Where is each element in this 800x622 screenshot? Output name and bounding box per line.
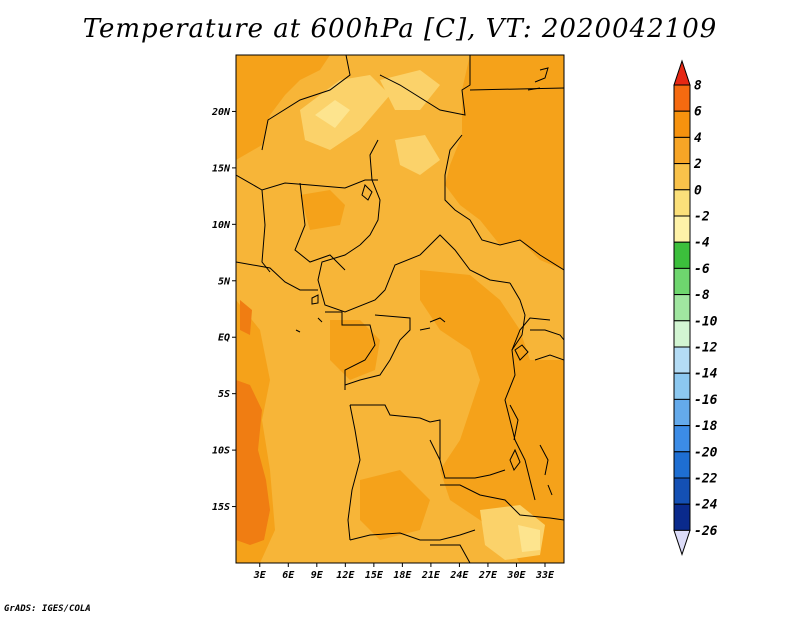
lat-tick-label: 5S: [218, 389, 230, 400]
field-hot-gulf: [240, 300, 252, 335]
colorbar-label: -20: [694, 445, 718, 460]
field-warm-gabon: [330, 320, 380, 380]
field-cool-sudan: [395, 135, 440, 175]
latitude-axis: 20N 15N 10N 5N EQ 5S 10S 15S: [211, 107, 236, 513]
field-coolest-south: [518, 525, 540, 552]
colorbar-label: -24: [694, 498, 718, 513]
field-warm-nw: [236, 55, 330, 160]
lon-tick-label: 9E: [311, 570, 324, 581]
colorbar-bottom-arrow: [673, 529, 691, 556]
lon-tick-label: 12E: [336, 570, 355, 581]
colorbar-swatch: [673, 398, 691, 427]
colorbar-swatch: [673, 372, 691, 400]
lat-tick-label: 20N: [211, 107, 231, 118]
colorbar-swatch: [673, 110, 691, 138]
colorbar-swatch: [673, 241, 691, 269]
colorbar-label: 6: [694, 105, 702, 120]
temperature-field: [236, 55, 564, 563]
field-warm-cameroon: [300, 190, 345, 230]
lat-tick-label: 15S: [212, 502, 230, 513]
field-hot-coast: [236, 380, 270, 545]
colorbar-label: 2: [693, 157, 702, 172]
map-frame: [235, 54, 565, 564]
colorbar-label: -12: [694, 341, 718, 356]
longitude-axis: 3E 6E 9E 12E 15E 18E 21E 24E 27E 30E 33E: [253, 563, 555, 581]
colorbar-swatch: [673, 503, 691, 531]
colorbar-top-arrow: [673, 59, 691, 86]
colorbar-label: -8: [694, 288, 710, 303]
lat-tick-label: 10N: [212, 220, 231, 231]
lon-tick-label: 27E: [478, 570, 498, 581]
colorbar-label: 8: [694, 79, 702, 94]
colorbar-swatch: [673, 215, 691, 243]
colorbar-label: -18: [694, 419, 718, 434]
colorbar-swatch: [673, 163, 691, 191]
colorbar: 8 6 4 2 0 -2 -4 -6 -8 -10 -12 -14 -16 -18 -20 -22 -24 -26: [673, 59, 718, 556]
country-borders: [236, 55, 564, 563]
lon-tick-label: 24E: [449, 570, 469, 581]
colorbar-swatch: [673, 189, 691, 217]
colorbar-label: -14: [694, 367, 718, 382]
colorbar-label: -16: [694, 393, 718, 408]
colorbar-label: 4: [694, 131, 702, 146]
lon-tick-label: 33E: [535, 570, 555, 581]
colorbar-label: 0: [694, 183, 702, 198]
lon-tick-label: 15E: [365, 570, 384, 581]
grads-credit: GrADS: IGES/COLA: [4, 604, 91, 614]
colorbar-swatch: [673, 346, 691, 374]
colorbar-swatch: [673, 84, 691, 112]
lon-tick-label: 18E: [393, 570, 412, 581]
colorbar-swatch: [673, 477, 691, 505]
field-cool-chad: [380, 70, 440, 110]
colorbar-label: -6: [694, 262, 710, 277]
colorbar-label: -26: [694, 524, 718, 539]
colorbar-swatch: [673, 451, 691, 479]
colorbar-label: -22: [694, 472, 718, 487]
lat-tick-label: 5N: [218, 276, 231, 287]
lat-tick-label: EQ: [218, 333, 230, 344]
colorbar-swatch: [673, 425, 691, 453]
colorbar-label: -4: [694, 236, 710, 251]
colorbar-swatch: [673, 267, 691, 296]
field-warm-angola: [360, 470, 430, 540]
colorbar-label: -10: [694, 314, 718, 329]
colorbar-swatch: [673, 320, 691, 348]
colorbar-swatch: [673, 136, 691, 165]
lon-tick-label: 3E: [253, 570, 267, 581]
colorbar-swatch: [673, 294, 691, 322]
colorbar-label: -2: [694, 210, 710, 225]
map-title: Temperature at 600hPa [C], VT: 202004210…: [82, 14, 718, 44]
lon-tick-label: 21E: [421, 570, 441, 581]
lat-tick-label: 15N: [212, 163, 231, 174]
lon-tick-label: 30E: [506, 570, 526, 581]
field-warm-ne: [445, 55, 564, 270]
field-coolest-north: [315, 100, 350, 128]
lat-tick-label: 10S: [212, 446, 230, 457]
field-warm-east: [420, 270, 564, 563]
lon-tick-label: 6E: [282, 570, 295, 581]
